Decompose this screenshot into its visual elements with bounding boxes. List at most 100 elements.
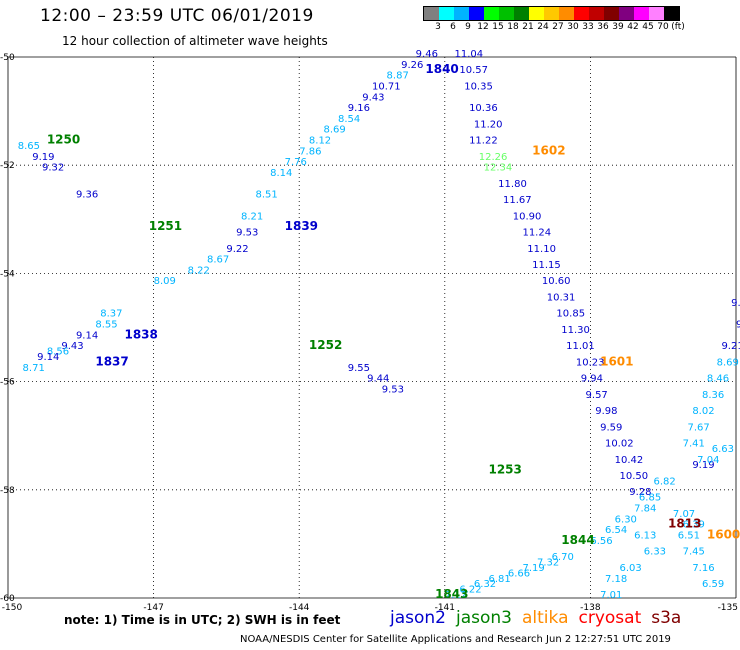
legend-swatch (559, 7, 574, 20)
legend-label: 70 (657, 22, 669, 32)
lat-tick-label: -50 (0, 53, 15, 63)
swh-value: 9.22 (226, 244, 248, 255)
swh-value: 9.26 (401, 60, 423, 71)
swh-value: 8.36 (702, 390, 724, 401)
legend-swatch (514, 7, 529, 20)
swh-value: 11.22 (469, 136, 498, 147)
swh-value: 9.43 (362, 92, 384, 103)
swh-value: 8.09 (154, 276, 176, 287)
legend-label: 3 (435, 22, 441, 32)
lat-tick-label: -54 (0, 269, 15, 279)
swh-value: 6.66 (508, 568, 530, 579)
satellite-jason3: jason3 (456, 608, 512, 628)
swh-value: 6.54 (605, 525, 627, 536)
swh-value: 8.12 (309, 136, 331, 147)
legend-label: 12 (477, 22, 489, 32)
pass-time-label: 1602 (532, 143, 565, 157)
swh-value: 6.39 (683, 520, 705, 531)
swh-value: 8.55 (95, 320, 117, 331)
swh-color-legend: 3 6 9 12 15 18 21 24 27 30 33 36 39 42 45 70 (ft) (423, 6, 685, 33)
swh-value: 7.45 (683, 547, 705, 558)
swh-value: 11.80 (498, 179, 527, 190)
swh-values: 8.659.199.329.369.539.228.678.228.098.37… (18, 49, 740, 601)
swh-value: 9.21 (721, 341, 740, 352)
lon-tick-label: -141 (435, 603, 455, 613)
legend-swatch (424, 7, 439, 20)
lat-tick-label: -56 (0, 378, 15, 388)
swh-value: 6.59 (702, 579, 724, 590)
pass-time-label: 1253 (488, 463, 521, 477)
swh-value: 12.26 (479, 152, 508, 163)
swh-value: 11.24 (522, 228, 551, 239)
swh-value: 9.43 (61, 341, 83, 352)
legend-label: 15 (492, 22, 504, 32)
swh-value: 6.13 (634, 530, 656, 541)
swh-value: 11.30 (561, 325, 590, 336)
swh-value: 9.19 (692, 460, 714, 471)
swh-value: 7.07 (673, 509, 695, 520)
pass-time-label: 1844 (561, 533, 594, 547)
swh-value: 10.35 (464, 81, 493, 92)
legend-swatch (544, 7, 559, 20)
swh-value: 7.01 (600, 590, 622, 601)
swh-value: 9.46 (416, 49, 438, 60)
legend-label: 18 (507, 22, 519, 32)
legend-labels: 3 6 9 12 15 18 21 24 27 30 33 36 39 42 45 70 (ft) (423, 21, 685, 33)
swh-value: 11.10 (527, 244, 556, 255)
swh-value: 7.86 (299, 146, 321, 157)
swh-value: 6.56 (590, 536, 612, 547)
swh-value: 8.65 (18, 141, 40, 152)
page-title: 12:00 – 23:59 UTC 06/01/2019 (40, 6, 314, 26)
swh-value: 9.32 (42, 163, 64, 174)
legend-label: 9 (465, 22, 471, 32)
swh-value: 10.90 (513, 211, 542, 222)
swh-value: 10.31 (547, 292, 576, 303)
satellite-cryosat: cryosat (578, 608, 642, 628)
legend-swatch (604, 7, 619, 20)
legend-swatch (469, 7, 484, 20)
swh-value: 11.15 (532, 260, 561, 271)
map-tick-labels: -150 -147 -144 -141 -138 -135 -50 -52 -54 -56 -58 -… (0, 53, 738, 613)
legend-label: 6 (450, 22, 456, 32)
swh-value: 8.56 (47, 347, 69, 358)
footer-credit: NOAA/NESDIS Center for Satellite Applica… (240, 634, 671, 645)
swh-value: 10.36 (469, 103, 498, 114)
satellite-jason2: jason2 (390, 608, 446, 628)
swh-value: 10.57 (459, 65, 488, 76)
swh-value: 12.34 (484, 163, 513, 174)
swh-value: 9.98 (595, 406, 617, 417)
swh-value: 6.81 (488, 574, 510, 585)
pass-time-label: 1813 (668, 517, 701, 531)
lon-tick-label: -138 (580, 603, 601, 613)
swh-value: 11.01 (566, 341, 595, 352)
swh-value: 9.53 (382, 384, 404, 395)
swh-value: 8.54 (338, 114, 360, 125)
legend-swatch (439, 7, 454, 20)
legend-label: 27 (552, 22, 564, 32)
legend-swatch (529, 7, 544, 20)
swh-value: 6.70 (552, 552, 574, 563)
swh-value: 7.04 (697, 455, 719, 466)
swh-value: 6.30 (615, 514, 637, 525)
pass-time-label: 1250 (47, 133, 80, 147)
legend-swatch (499, 7, 514, 20)
legend-label: 42 (627, 22, 639, 32)
swh-value: 7.16 (692, 563, 714, 574)
swh-value: 7.18 (605, 574, 627, 585)
legend-swatch (454, 7, 469, 20)
legend-swatch (634, 7, 649, 20)
swh-value: 9.55 (348, 363, 370, 374)
legend-label: 33 (582, 22, 594, 32)
swh-value: 8.21 (241, 211, 263, 222)
pass-time-label: 1839 (285, 219, 318, 233)
swh-value: 8.87 (387, 71, 409, 82)
legend-label: 39 (612, 22, 624, 32)
lat-tick-label: -60 (0, 594, 15, 604)
pass-time-label: 1601 (600, 354, 633, 368)
legend-label: (ft) (671, 22, 685, 32)
swh-value: 6.33 (644, 547, 666, 558)
swh-value: 8.46 (707, 374, 729, 385)
lon-tick-label: -144 (289, 603, 310, 613)
swh-value: 7.19 (522, 563, 544, 574)
legend-swatch (619, 7, 634, 20)
